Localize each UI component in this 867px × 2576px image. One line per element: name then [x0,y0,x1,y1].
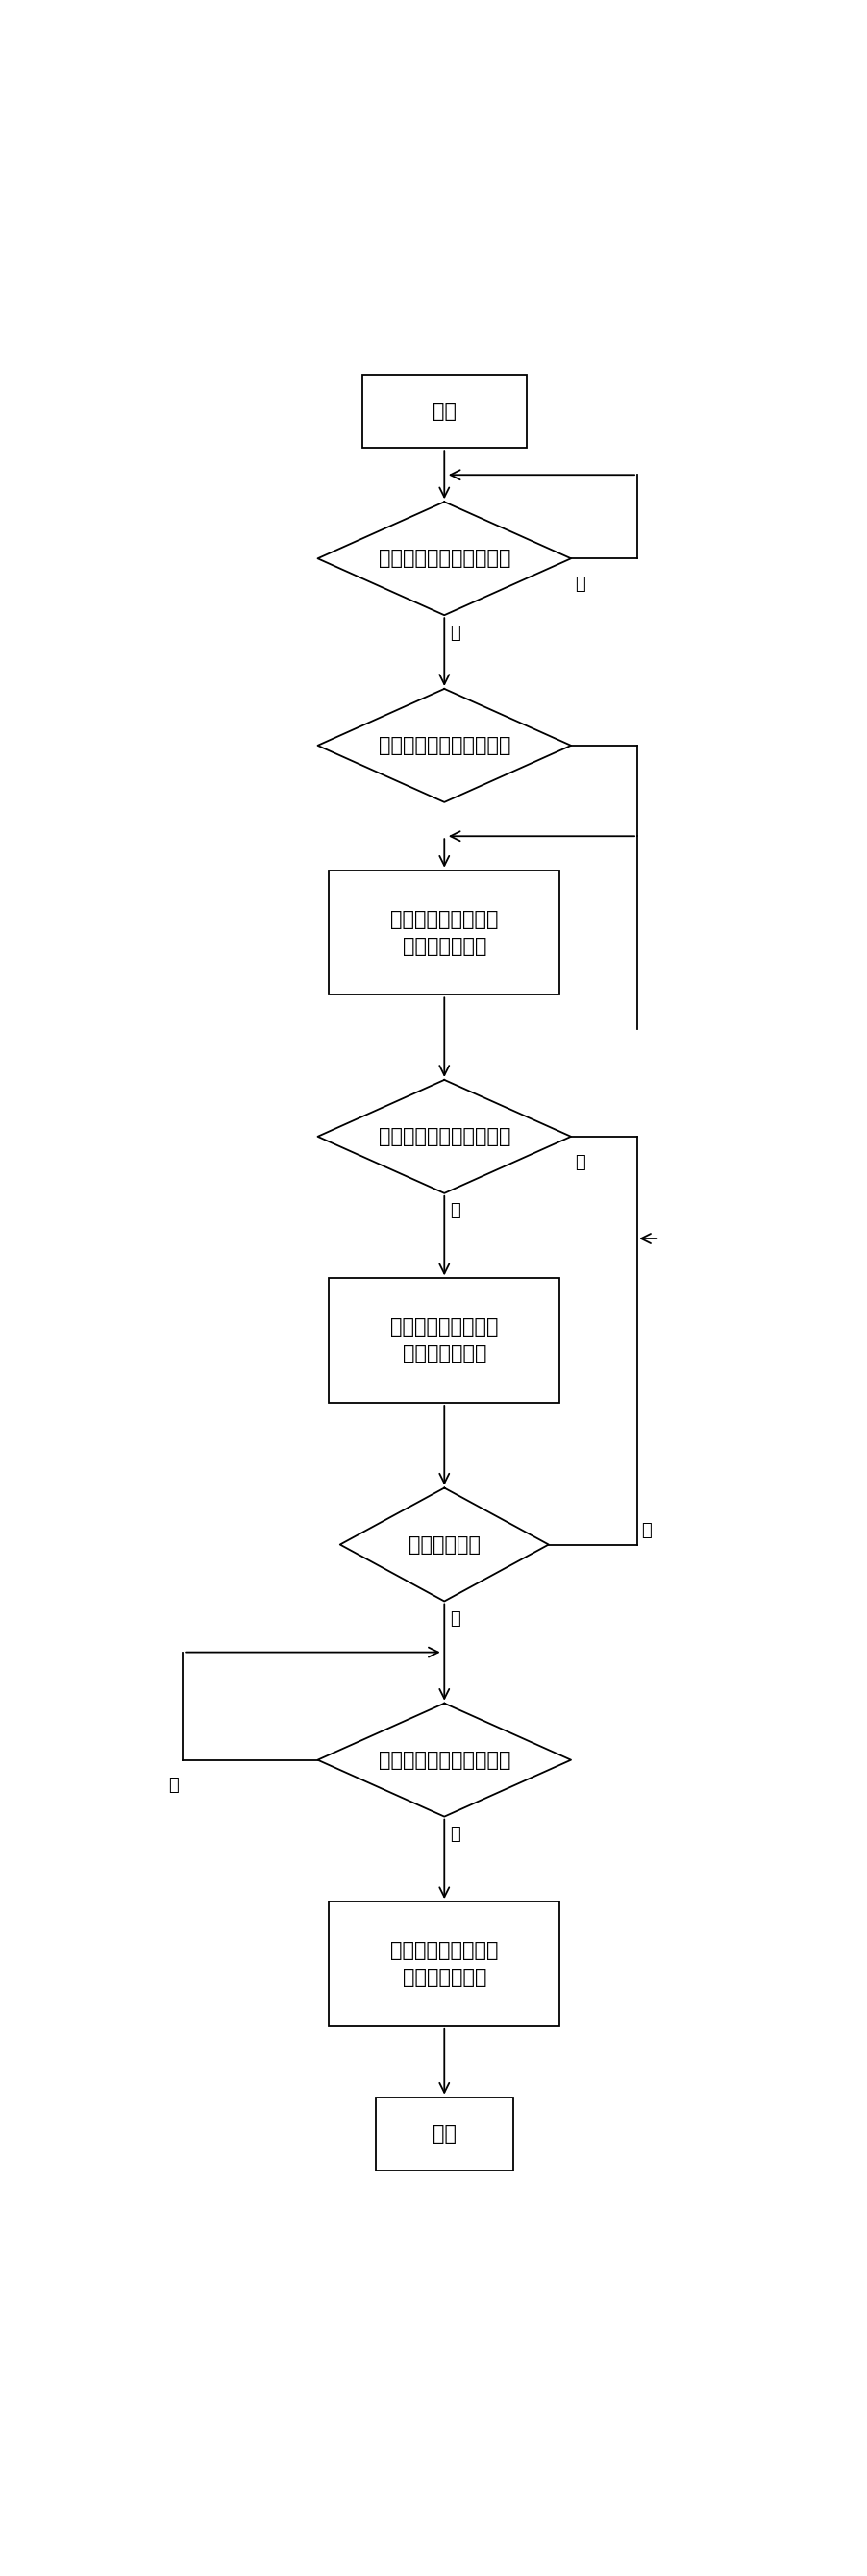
Text: 是: 是 [450,623,460,641]
Bar [329,1901,560,2027]
Text: 结束: 结束 [433,2125,456,2143]
Text: 是否进入第二目标区域内: 是否进入第二目标区域内 [378,1126,511,1146]
Text: 启动: 启动 [433,402,456,420]
Text: 是: 是 [450,1203,460,1218]
Text: 是否发现可疑目标飞行物: 是否发现可疑目标飞行物 [378,549,511,569]
Text: 干扰是否成功: 干扰是否成功 [408,1535,480,1553]
Text: 是: 是 [641,1522,651,1538]
Bar [362,374,526,448]
Text: 是否进入第三目标区域内: 是否进入第三目标区域内 [378,1749,511,1770]
Text: 否: 否 [169,1777,179,1795]
Text: 否: 否 [575,574,585,592]
Bar [329,1278,560,1404]
Bar [329,871,560,994]
Text: 是: 是 [450,1826,460,1842]
Text: 否: 否 [450,1610,460,1628]
Bar [375,2097,513,2172]
Text: 对可疑目标飞行物进
行飞行跟踪处理: 对可疑目标飞行物进 行飞行跟踪处理 [390,909,499,956]
Text: 否: 否 [575,1154,585,1172]
Text: 是否进入第一目标区域内: 是否进入第一目标区域内 [378,737,511,755]
Text: 对可疑目标飞行物进
行飞行打击处理: 对可疑目标飞行物进 行飞行打击处理 [390,1940,499,1986]
Text: 对可疑目标飞行物进
行飞行干扰处理: 对可疑目标飞行物进 行飞行干扰处理 [390,1316,499,1363]
